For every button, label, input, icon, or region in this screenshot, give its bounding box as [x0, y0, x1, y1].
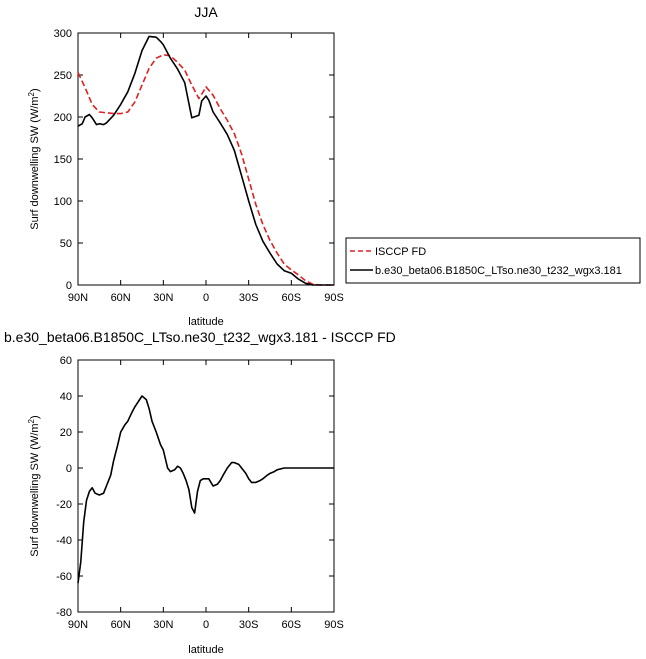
top-panel: JJA 0 50 100 150 200 250 300 90N 60N 30N 0 30S 60S 9… — [27, 4, 641, 328]
bottom-panel: b.e30_beta06.B1850C_LTso.ne30_t232_wgx3.… — [4, 329, 396, 656]
legend: ISCCP FD b.e30_beta06.B1850C_LTso.ne30_t… — [345, 237, 641, 284]
bottom-y-tick-label: 60 — [60, 355, 72, 367]
top-series-line-1 — [77, 53, 334, 286]
top-y-tick-label: 150 — [54, 154, 72, 166]
top-plot-frame — [77, 32, 335, 286]
top-y-tick-label: 300 — [54, 28, 72, 40]
bottom-series-line-1 — [77, 395, 334, 584]
bottom-y-tick-label: -80 — [56, 607, 72, 619]
bottom-y-tick-label: 0 — [66, 463, 72, 475]
legend-entry-model: b.e30_beta06.B1850C_LTso.ne30_t232_wgx3.… — [375, 265, 622, 277]
top-x-tick-label: 60S — [282, 292, 302, 304]
top-x-tick-label: 90S — [324, 292, 344, 304]
bottom-x-tick-label: 0 — [203, 619, 209, 631]
bottom-x-tick-label: 60S — [282, 619, 302, 631]
top-y-tick-label: 250 — [54, 70, 72, 82]
top-series-line-2 — [77, 35, 334, 286]
bottom-x-tick-label: 60N — [111, 619, 131, 631]
bottom-plot-frame — [77, 359, 335, 613]
bottom-y-tick-label: -60 — [56, 571, 72, 583]
top-y-tick-label: 50 — [60, 238, 72, 250]
top-y-tick-label: 100 — [54, 196, 72, 208]
top-x-axis-label: latitude — [188, 316, 223, 328]
bottom-x-tick-label: 30N — [153, 619, 173, 631]
top-title: JJA — [194, 4, 218, 20]
bottom-y-tick-label: 40 — [60, 391, 72, 403]
top-x-tick-label: 0 — [203, 292, 209, 304]
legend-entry-isccp: ISCCP FD — [375, 246, 426, 258]
top-y-axis-label: Surf downwelling SW (W/m2) — [27, 88, 42, 229]
top-y-tick-label: 200 — [54, 112, 72, 124]
bottom-y-tick-label: -20 — [56, 499, 72, 511]
bottom-y-tick-label: -40 — [56, 535, 72, 547]
bottom-y-axis-label: Surf downwelling SW (W/m2) — [27, 415, 42, 556]
bottom-x-tick-label: 30S — [239, 619, 259, 631]
top-x-tick-label: 60N — [111, 292, 131, 304]
top-x-tick-label: 30S — [239, 292, 259, 304]
bottom-y-tick-label: 20 — [60, 427, 72, 439]
bottom-x-tick-label: 90S — [324, 619, 344, 631]
bottom-x-tick-label: 90N — [68, 619, 88, 631]
top-x-tick-label: 30N — [153, 292, 173, 304]
legend-box — [345, 237, 641, 284]
top-x-tick-label: 90N — [68, 292, 88, 304]
top-y-tick-label: 0 — [66, 280, 72, 292]
bottom-x-axis-label: latitude — [188, 644, 223, 656]
bottom-title: b.e30_beta06.B1850C_LTso.ne30_t232_wgx3.… — [4, 329, 396, 345]
